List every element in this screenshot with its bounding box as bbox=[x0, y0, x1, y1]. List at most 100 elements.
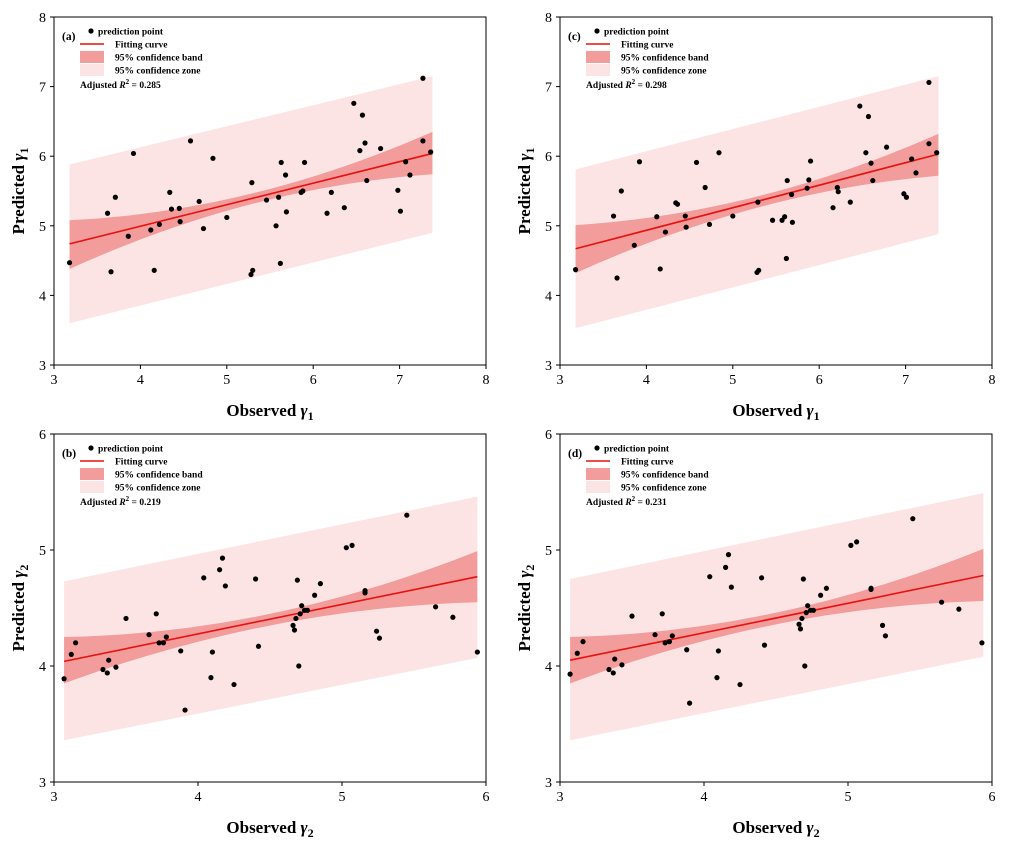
panel-label: (b) bbox=[62, 448, 76, 460]
plot-frame bbox=[559, 433, 993, 783]
prediction-point bbox=[296, 663, 302, 669]
x-tick-label: 5 bbox=[729, 373, 736, 388]
prediction-point bbox=[979, 640, 985, 646]
legend-label-zone: 95% confidence zone bbox=[621, 67, 707, 77]
prediction-point bbox=[163, 634, 169, 640]
prediction-point bbox=[756, 267, 762, 273]
prediction-point bbox=[273, 223, 279, 229]
prediction-point bbox=[420, 138, 426, 144]
prediction-point bbox=[810, 607, 817, 613]
y-tick-label: 7 bbox=[545, 81, 552, 96]
prediction-point bbox=[359, 112, 366, 118]
legend-marker-band bbox=[80, 51, 104, 63]
legend-marker-band bbox=[586, 51, 610, 63]
prediction-point bbox=[219, 555, 226, 561]
prediction-point bbox=[474, 649, 480, 655]
legend-label-zone: 95% confidence zone bbox=[621, 484, 707, 494]
prediction-point bbox=[290, 622, 296, 629]
prediction-point bbox=[807, 158, 814, 164]
y-tick-label: 3 bbox=[39, 359, 46, 374]
y-tick-label: 4 bbox=[39, 289, 46, 304]
prediction-point bbox=[797, 626, 804, 632]
prediction-point bbox=[301, 159, 308, 166]
prediction-point bbox=[730, 213, 736, 219]
prediction-point bbox=[168, 206, 175, 212]
prediction-point bbox=[160, 640, 167, 646]
prediction-point bbox=[278, 159, 284, 166]
prediction-point bbox=[177, 219, 183, 225]
prediction-point bbox=[123, 615, 129, 622]
prediction-point bbox=[804, 185, 810, 191]
prediction-point bbox=[66, 260, 73, 266]
prediction-point bbox=[618, 188, 624, 194]
prediction-point bbox=[433, 604, 439, 610]
prediction-point bbox=[397, 208, 404, 214]
legend-label-zone: 95% confidence zone bbox=[115, 67, 201, 77]
legend: prediction point Fitting curve 95% confide… bbox=[80, 445, 203, 494]
prediction-point bbox=[674, 201, 681, 207]
prediction-point bbox=[782, 214, 788, 220]
prediction-point bbox=[373, 628, 380, 634]
prediction-point bbox=[883, 144, 890, 150]
x-axis-label: Observed γ1 bbox=[226, 401, 313, 423]
prediction-point bbox=[68, 651, 74, 658]
prediction-point bbox=[847, 199, 853, 205]
x-tick-label: 5 bbox=[223, 373, 230, 388]
legend-marker-point bbox=[594, 28, 600, 34]
legend-marker-point bbox=[88, 28, 94, 34]
confidence-band bbox=[570, 548, 984, 684]
x-tick-label: 6 bbox=[989, 790, 996, 805]
prediction-point bbox=[835, 189, 841, 195]
prediction-point bbox=[580, 639, 586, 645]
prediction-point bbox=[217, 567, 223, 573]
legend-marker-band bbox=[586, 468, 610, 480]
prediction-point bbox=[870, 177, 876, 184]
prediction-point bbox=[364, 177, 370, 184]
legend-marker-point bbox=[594, 445, 600, 451]
prediction-point bbox=[104, 210, 111, 216]
prediction-point bbox=[249, 180, 255, 186]
x-tick-label: 7 bbox=[902, 373, 909, 388]
prediction-point bbox=[796, 621, 802, 627]
prediction-point bbox=[153, 611, 159, 617]
chart-panel-c: 3 4 5 6 7 8 3 4 5 6 7 8 Observed γ1 Predicted γ1 (c) pr… bbox=[515, 11, 996, 423]
prediction-point bbox=[761, 642, 768, 648]
legend-label-band: 95% confidence band bbox=[115, 471, 203, 481]
prediction-point bbox=[222, 583, 228, 589]
prediction-point bbox=[297, 611, 303, 617]
x-tick-label: 4 bbox=[701, 790, 708, 805]
plot-frame bbox=[53, 16, 487, 366]
prediction-point bbox=[652, 632, 658, 638]
prediction-point bbox=[73, 640, 79, 646]
prediction-point bbox=[879, 622, 886, 629]
prediction-point bbox=[362, 590, 368, 596]
x-tick-label: 4 bbox=[195, 790, 202, 805]
prediction-point bbox=[723, 564, 729, 571]
prediction-point bbox=[395, 187, 401, 193]
prediction-point bbox=[702, 184, 708, 191]
prediction-point bbox=[231, 681, 237, 688]
y-tick-label: 3 bbox=[39, 776, 46, 791]
prediction-point bbox=[789, 219, 796, 225]
y-tick-label: 3 bbox=[545, 359, 552, 374]
x-axis-label: Observed γ1 bbox=[732, 401, 819, 423]
prediction-point bbox=[208, 675, 214, 681]
prediction-point bbox=[291, 627, 298, 633]
prediction-point bbox=[108, 269, 114, 275]
chart-panel-a: 3 4 5 6 7 8 3 4 5 6 7 8 Observed γ1 Predicted γ1 (a) pr… bbox=[9, 11, 490, 423]
prediction-point bbox=[657, 266, 663, 272]
prediction-point bbox=[263, 197, 270, 203]
y-tick-label: 6 bbox=[545, 428, 552, 443]
x-axis-label: Observed γ2 bbox=[226, 818, 313, 840]
prediction-point bbox=[619, 662, 625, 668]
x-tick-label: 8 bbox=[483, 373, 490, 388]
prediction-point bbox=[151, 267, 157, 273]
prediction-point bbox=[806, 177, 812, 183]
x-tick-label: 3 bbox=[557, 373, 564, 388]
x-tick-label: 8 bbox=[989, 373, 996, 388]
prediction-point bbox=[769, 217, 776, 223]
legend-marker-band bbox=[80, 468, 104, 480]
x-tick-label: 6 bbox=[816, 373, 823, 388]
prediction-point bbox=[848, 542, 854, 548]
